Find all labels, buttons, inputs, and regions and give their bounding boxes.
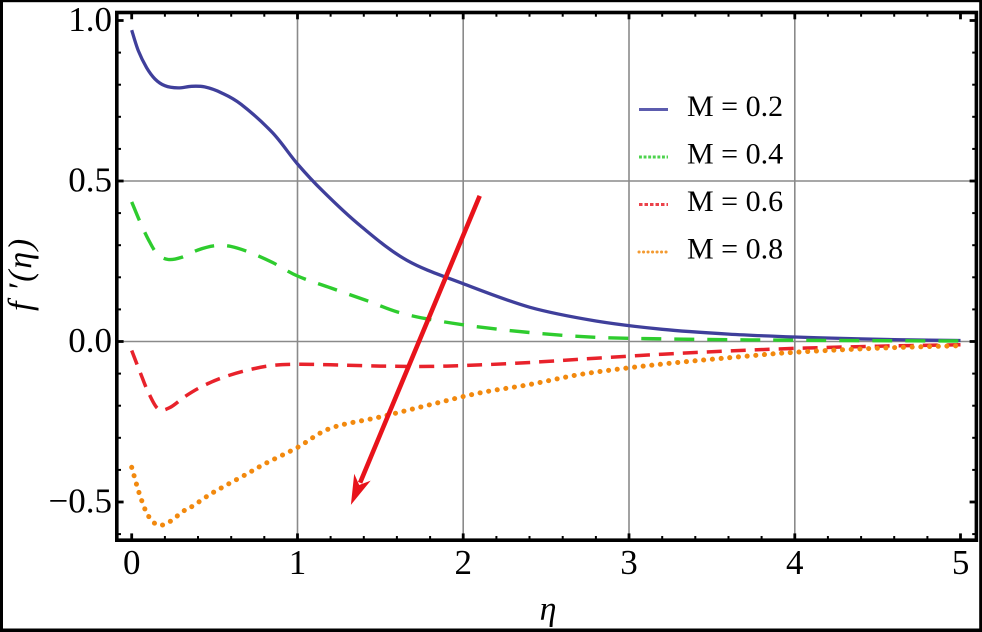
svg-text:M = 0.2: M = 0.2 (687, 90, 783, 123)
svg-text:0.0: 0.0 (68, 321, 112, 360)
svg-text:0.5: 0.5 (68, 160, 112, 199)
svg-text:4: 4 (786, 543, 804, 582)
svg-text:1: 1 (289, 543, 307, 582)
svg-text:3: 3 (620, 543, 638, 582)
svg-text:0: 0 (123, 543, 141, 582)
svg-text:1.0: 1.0 (68, 0, 112, 39)
svg-text:M = 0.4: M = 0.4 (687, 138, 783, 171)
svg-text:η: η (540, 591, 557, 628)
svg-text:−0.5: −0.5 (49, 481, 113, 520)
svg-text:M = 0.8: M = 0.8 (687, 233, 783, 266)
svg-text:f ′(η): f ′(η) (3, 237, 40, 311)
svg-text:M = 0.6: M = 0.6 (687, 185, 783, 218)
svg-text:5: 5 (952, 543, 970, 582)
svg-text:2: 2 (454, 543, 472, 582)
